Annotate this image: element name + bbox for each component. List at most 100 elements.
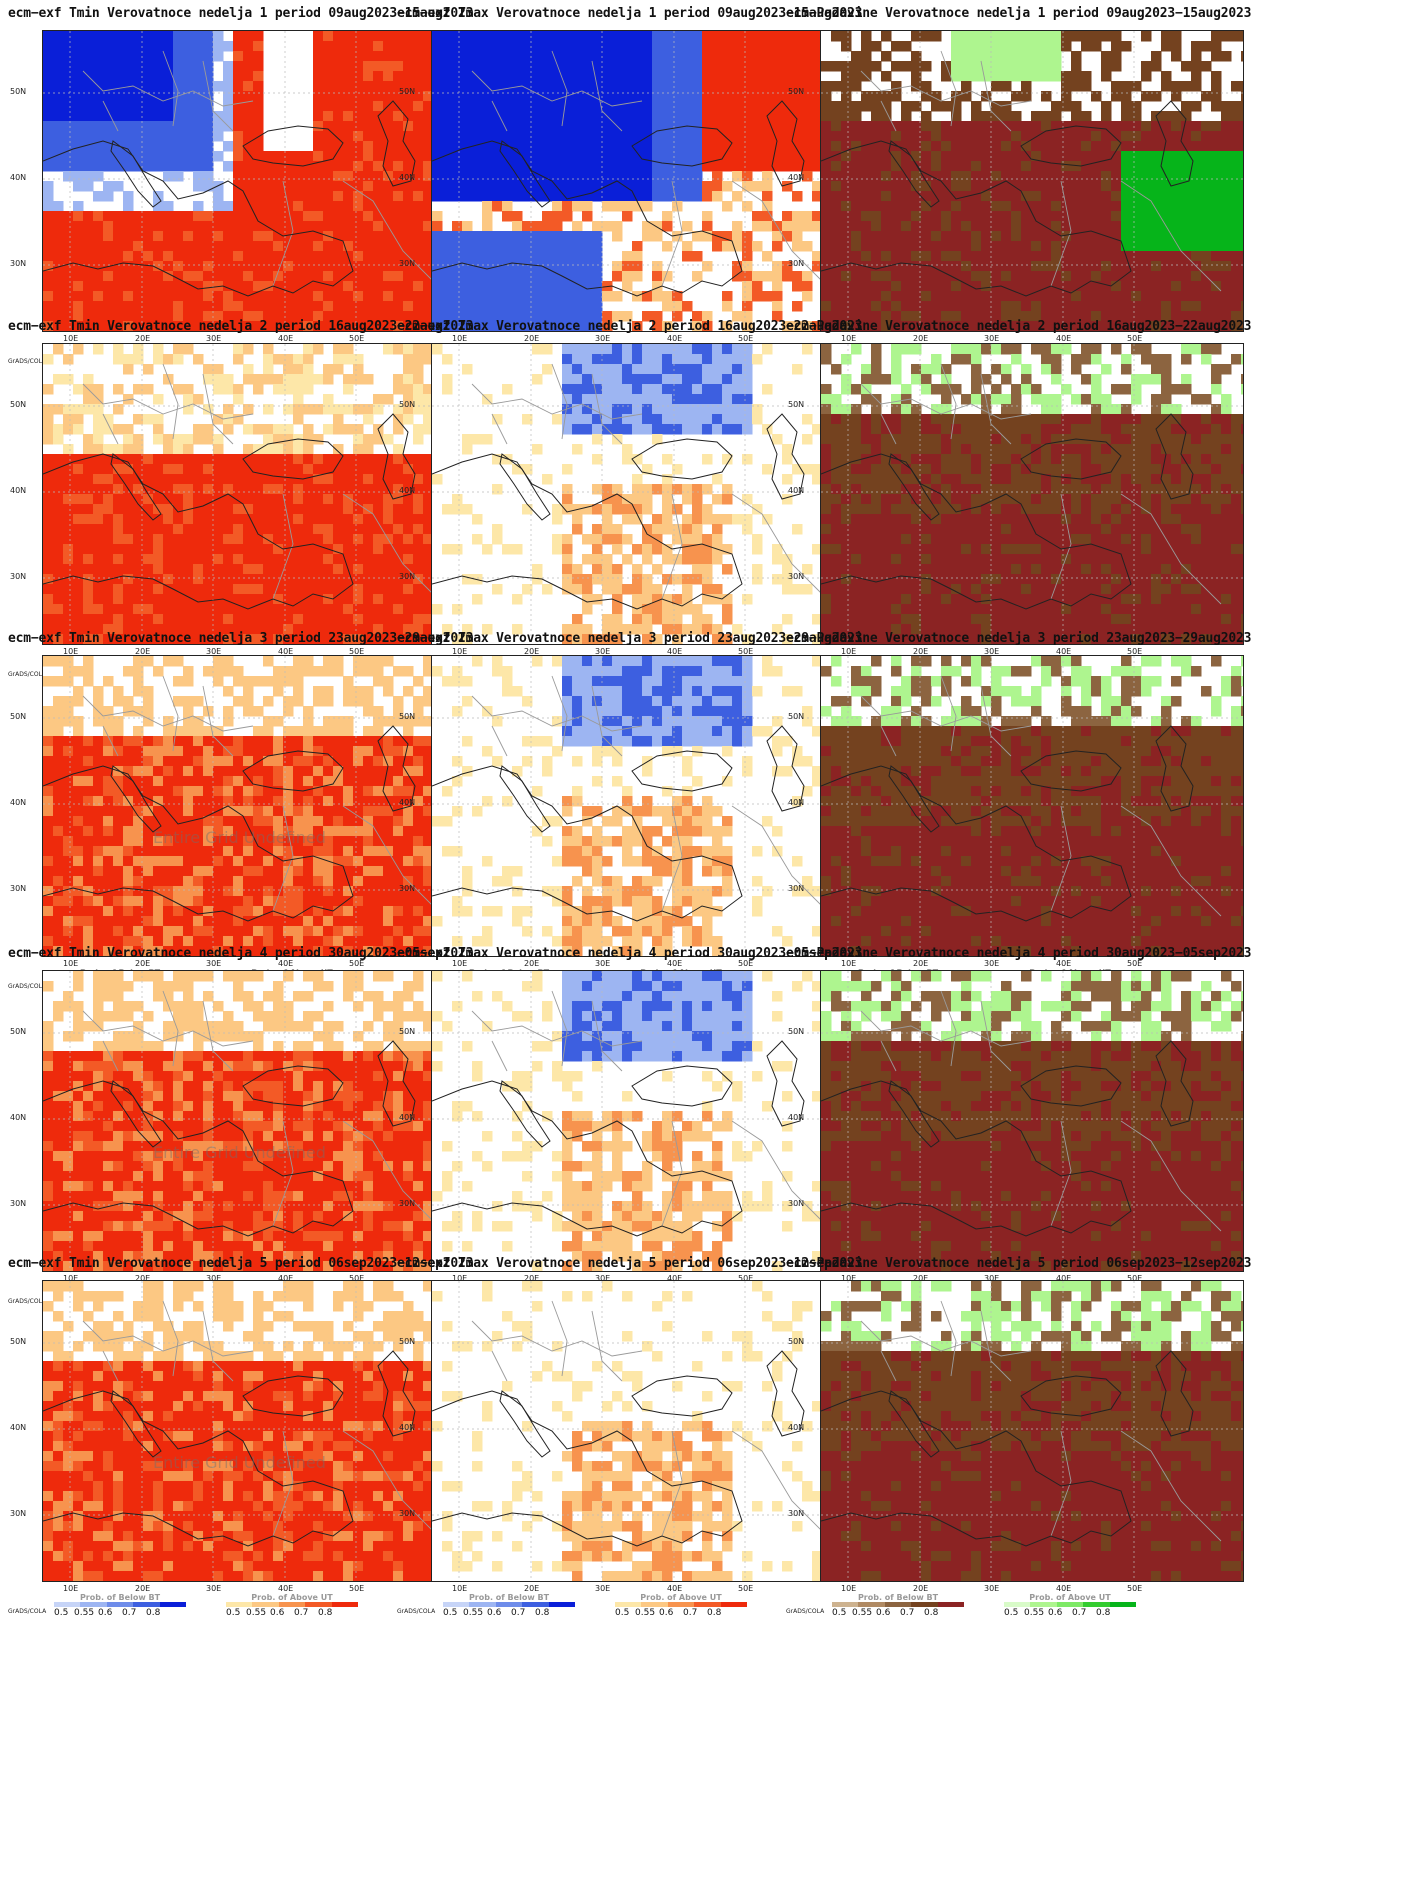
grid-cell bbox=[702, 414, 713, 425]
grid-cell bbox=[103, 474, 114, 485]
probability-map bbox=[431, 343, 855, 645]
grid-cell bbox=[1231, 271, 1242, 282]
grid-cell bbox=[1101, 141, 1112, 152]
grid-cell bbox=[841, 61, 852, 72]
grid-cell bbox=[1151, 281, 1162, 292]
grid-cell bbox=[881, 171, 892, 182]
coastline bbox=[766, 100, 805, 187]
grid-cell bbox=[1061, 141, 1072, 152]
grid-cell bbox=[911, 291, 922, 302]
grid-cell bbox=[881, 311, 892, 322]
grid-cell bbox=[742, 344, 753, 355]
grid-cell bbox=[303, 171, 314, 182]
grid-cell bbox=[702, 91, 713, 102]
grid-cell bbox=[373, 311, 384, 322]
grid-cell bbox=[173, 604, 184, 615]
grid-cell bbox=[1201, 281, 1212, 292]
grid-cell bbox=[1121, 171, 1132, 182]
grid-cell bbox=[911, 61, 922, 72]
grid-cell bbox=[293, 514, 304, 525]
grid-cell bbox=[363, 251, 374, 262]
grid-cell bbox=[1181, 171, 1192, 182]
grid-cell bbox=[393, 624, 404, 635]
grid-cell bbox=[423, 534, 434, 545]
grid-cell bbox=[1211, 101, 1222, 112]
grid-cell bbox=[333, 31, 344, 42]
grid-cell bbox=[482, 141, 493, 152]
grid-cell bbox=[652, 424, 663, 435]
grid-cell bbox=[133, 111, 144, 122]
grid-cell bbox=[143, 464, 154, 475]
grid-cell bbox=[652, 364, 663, 375]
grid-cell bbox=[472, 41, 483, 52]
grid-cell bbox=[442, 111, 453, 122]
grid-cell bbox=[452, 81, 463, 92]
grid-cell bbox=[602, 181, 613, 192]
grid-cell bbox=[632, 51, 643, 62]
grid-cell bbox=[253, 231, 264, 242]
grid-cell bbox=[73, 231, 84, 242]
grid-cell bbox=[153, 161, 164, 172]
grid-cell bbox=[243, 131, 254, 142]
grid-cell bbox=[1101, 191, 1112, 202]
grid-cell bbox=[572, 514, 583, 525]
grid-cell bbox=[702, 111, 713, 122]
grid-cell bbox=[891, 61, 902, 72]
grid-cell bbox=[961, 51, 972, 62]
grid-cell bbox=[871, 111, 882, 122]
grid-cell bbox=[881, 201, 892, 212]
grid-cell bbox=[532, 131, 543, 142]
grid-cell bbox=[562, 464, 573, 475]
grid-cell bbox=[871, 241, 882, 252]
latitude-label: 30N bbox=[10, 572, 27, 581]
grid-cell bbox=[273, 624, 284, 635]
grid-cell bbox=[612, 101, 623, 112]
grid-cell bbox=[123, 281, 134, 292]
grid-cell bbox=[53, 51, 64, 62]
grid-cell bbox=[1241, 141, 1243, 152]
grid-cell bbox=[83, 131, 94, 142]
grid-cell bbox=[1091, 171, 1102, 182]
grid-cell bbox=[532, 251, 543, 262]
longitude-label: 50E bbox=[349, 334, 365, 343]
grid-cell bbox=[153, 434, 164, 445]
grid-cell bbox=[93, 434, 104, 445]
grid-cell bbox=[592, 261, 603, 272]
grid-cell bbox=[333, 111, 344, 122]
grid-cell bbox=[373, 151, 384, 162]
grid-cell bbox=[562, 384, 573, 395]
grid-cell bbox=[482, 91, 493, 102]
grid-cell bbox=[582, 241, 593, 252]
grid-cell bbox=[223, 634, 234, 644]
grid-cell bbox=[103, 81, 114, 92]
grid-cell bbox=[93, 544, 104, 555]
grid-cell bbox=[1031, 121, 1042, 132]
grid-cell bbox=[871, 201, 882, 212]
grid-cell bbox=[1071, 231, 1082, 242]
grid-cell bbox=[1021, 311, 1032, 322]
grid-cell bbox=[263, 251, 274, 262]
grid-cell bbox=[213, 211, 224, 222]
grid-cell bbox=[851, 191, 862, 202]
grid-cell bbox=[492, 311, 503, 322]
country-border bbox=[1120, 180, 1222, 292]
grid-cell bbox=[53, 344, 64, 355]
longitude-label: 10E bbox=[63, 647, 79, 656]
grid-cell bbox=[981, 241, 992, 252]
grid-cell bbox=[1121, 191, 1132, 202]
grid-cell bbox=[1001, 61, 1012, 72]
grid-cell bbox=[353, 474, 364, 485]
grid-cell bbox=[1121, 261, 1132, 272]
grid-cell bbox=[413, 231, 424, 242]
grid-cell bbox=[333, 221, 344, 232]
grid-cell bbox=[273, 311, 284, 322]
grid-cell bbox=[103, 494, 114, 505]
grid-cell bbox=[183, 161, 194, 172]
grid-cell bbox=[93, 191, 104, 202]
grid-cell bbox=[343, 474, 354, 485]
grid-cell bbox=[323, 311, 334, 322]
grid-cell bbox=[313, 121, 324, 132]
grid-cell bbox=[423, 61, 434, 72]
grid-cell bbox=[293, 444, 304, 455]
grid-cell bbox=[802, 71, 813, 82]
